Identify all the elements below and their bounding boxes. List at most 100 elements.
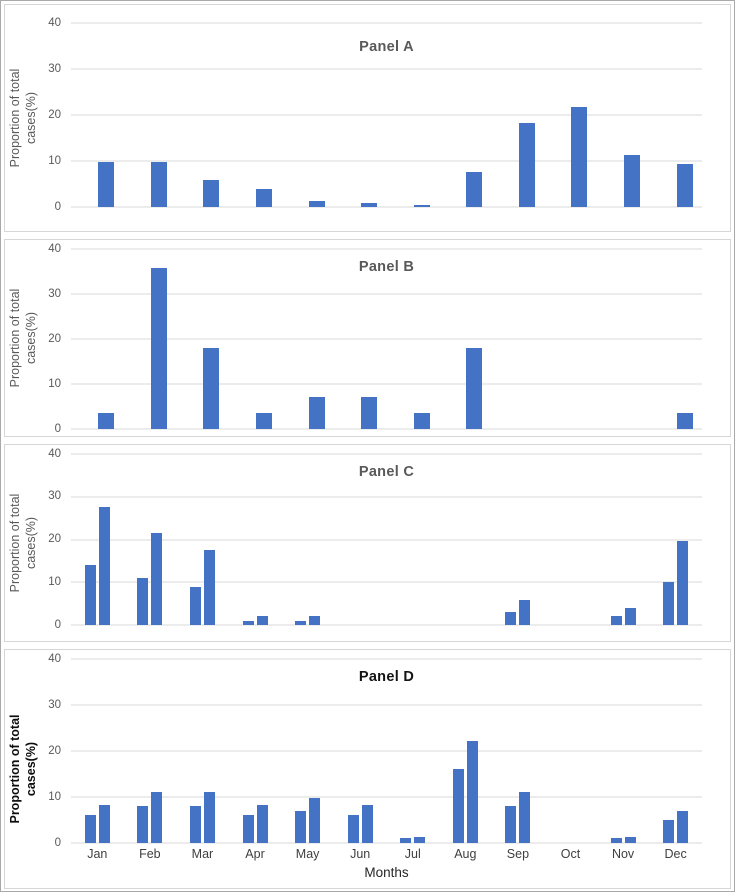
chart-title: Panel B: [358, 259, 415, 275]
bar-dec-s1: [663, 582, 675, 625]
x-axis-tick-labels: Jan Feb Mar Apr May Jun Jul Aug Sep Oct Nov Dec: [71, 847, 702, 863]
bar-apr: [256, 412, 273, 429]
y-tick-label-10: 10: [48, 575, 61, 588]
panel-b: Proportion of total cases(%) Panel B 0 10…: [4, 239, 731, 437]
bars-layer: [71, 454, 702, 625]
y-axis-label-column: Proportion of total cases(%): [5, 5, 41, 231]
bar-jan-s2: [98, 507, 110, 625]
bar-sep-s1: [505, 612, 517, 625]
category-slot-jun: [343, 23, 396, 207]
bar-mar: [203, 348, 220, 429]
gridline-y20: [71, 750, 702, 752]
category-slot-aug: [448, 249, 501, 429]
y-tick-label-20: 20: [48, 532, 61, 545]
gridline-y0: [71, 206, 702, 208]
bar-jan: [98, 162, 115, 207]
bar-jun-s2: [361, 804, 373, 843]
category-slot-mar: [176, 659, 229, 843]
category-slot-jul: [395, 249, 448, 429]
category-slot-aug: [448, 23, 501, 207]
gridline-y0: [71, 428, 702, 430]
bar-aug: [466, 171, 483, 207]
y-axis-title: Proportion of total cases(%): [7, 714, 38, 824]
y-tick-label-20: 20: [48, 744, 61, 757]
category-slot-dec: [658, 23, 711, 207]
bar-jan-s1: [84, 565, 96, 625]
bar-jul: [413, 412, 430, 429]
x-tick-label-apr: Apr: [245, 847, 265, 861]
bar-sep: [518, 122, 535, 207]
gridline-y0: [71, 624, 702, 626]
bar-jul-s1: [400, 838, 412, 843]
panel-d-main: Panel D 0 10 20 30 40 Jan Feb Mar Apr May Jun Jul A…: [41, 650, 730, 888]
y-axis-title: Proportion of total cases(%): [7, 68, 38, 168]
bar-apr-s1: [242, 620, 254, 625]
bar-apr-s2: [256, 616, 268, 625]
bar-nov-s1: [610, 616, 622, 625]
category-slot-mar: [176, 454, 229, 625]
x-tick-label-aug: Aug: [454, 847, 477, 861]
bar-aug-s1: [452, 769, 464, 843]
bar-apr-s1: [242, 815, 254, 843]
gridline-y10: [71, 796, 702, 798]
bar-mar-s2: [203, 791, 215, 843]
bar-sep-s2: [519, 791, 531, 843]
gridline-y40: [71, 248, 702, 250]
category-slot-oct: [544, 659, 597, 843]
x-tick-label-jun: Jun: [350, 847, 371, 861]
category-slot-may: [281, 659, 334, 843]
gridline-y20: [71, 539, 702, 540]
bar-jan-s2: [98, 804, 110, 843]
panel-a: Proportion of total cases(%) Panel A 0 10…: [4, 4, 731, 232]
panel-d: Proportion of total cases(%) Panel D 0 10…: [4, 649, 731, 889]
gridline-y20: [71, 338, 702, 340]
gridline-y10: [71, 383, 702, 385]
bar-jun: [361, 397, 378, 429]
bars-layer: [71, 249, 702, 429]
y-tick-label-0: 0: [54, 422, 61, 435]
gridline-y40: [71, 22, 702, 24]
bar-mar-s1: [189, 806, 201, 843]
category-slot-jan: [71, 454, 124, 625]
bar-feb: [150, 162, 167, 207]
plot-area: Panel D 0 10 20 30 40: [48, 653, 702, 848]
y-tick-label-40: 40: [48, 16, 61, 29]
category-slot-mar: [185, 249, 238, 429]
bar-sep-s1: [505, 806, 517, 843]
gridline-y10: [71, 160, 702, 162]
y-tick-label-10: 10: [48, 377, 61, 390]
gridline-y30: [71, 704, 702, 706]
bar-jun: [361, 202, 378, 207]
bar-jul-s2: [414, 836, 426, 843]
gridline-y20: [71, 114, 702, 116]
y-tick-label-0: 0: [54, 200, 61, 213]
y-tick-label-40: 40: [48, 242, 61, 255]
y-tick-label-20: 20: [48, 108, 61, 121]
y-tick-label-10: 10: [48, 154, 61, 167]
bar-feb-s2: [151, 791, 163, 843]
category-slot-feb: [133, 249, 186, 429]
bar-nov: [624, 155, 641, 207]
bar-dec-s2: [677, 541, 689, 625]
bar-dec: [676, 412, 693, 429]
bar-may-s2: [309, 798, 321, 843]
category-slot-jul: [386, 659, 439, 843]
bar-mar-s2: [203, 549, 215, 625]
y-tick-label-0: 0: [54, 618, 61, 631]
bar-may-s2: [309, 616, 321, 625]
gridline-y40: [71, 658, 702, 660]
x-tick-label-nov: Nov: [611, 847, 635, 861]
category-slot-may: [281, 454, 334, 625]
category-slot-sep: [492, 454, 545, 625]
plot-area: Panel C 0 10 20 30 40: [48, 448, 702, 630]
category-slot-dec: [649, 454, 702, 625]
gridline-y0: [71, 842, 702, 844]
x-tick-label-oct: Oct: [560, 847, 581, 861]
y-tick-label-30: 30: [48, 490, 61, 502]
y-axis-label-column: Proportion of total cases(%): [5, 650, 41, 888]
panel-c-main: Panel C 0 10 20 30 40: [41, 445, 730, 641]
bar-jan: [98, 412, 115, 429]
category-slot-dec: [649, 659, 702, 843]
category-slot-feb: [124, 454, 177, 625]
